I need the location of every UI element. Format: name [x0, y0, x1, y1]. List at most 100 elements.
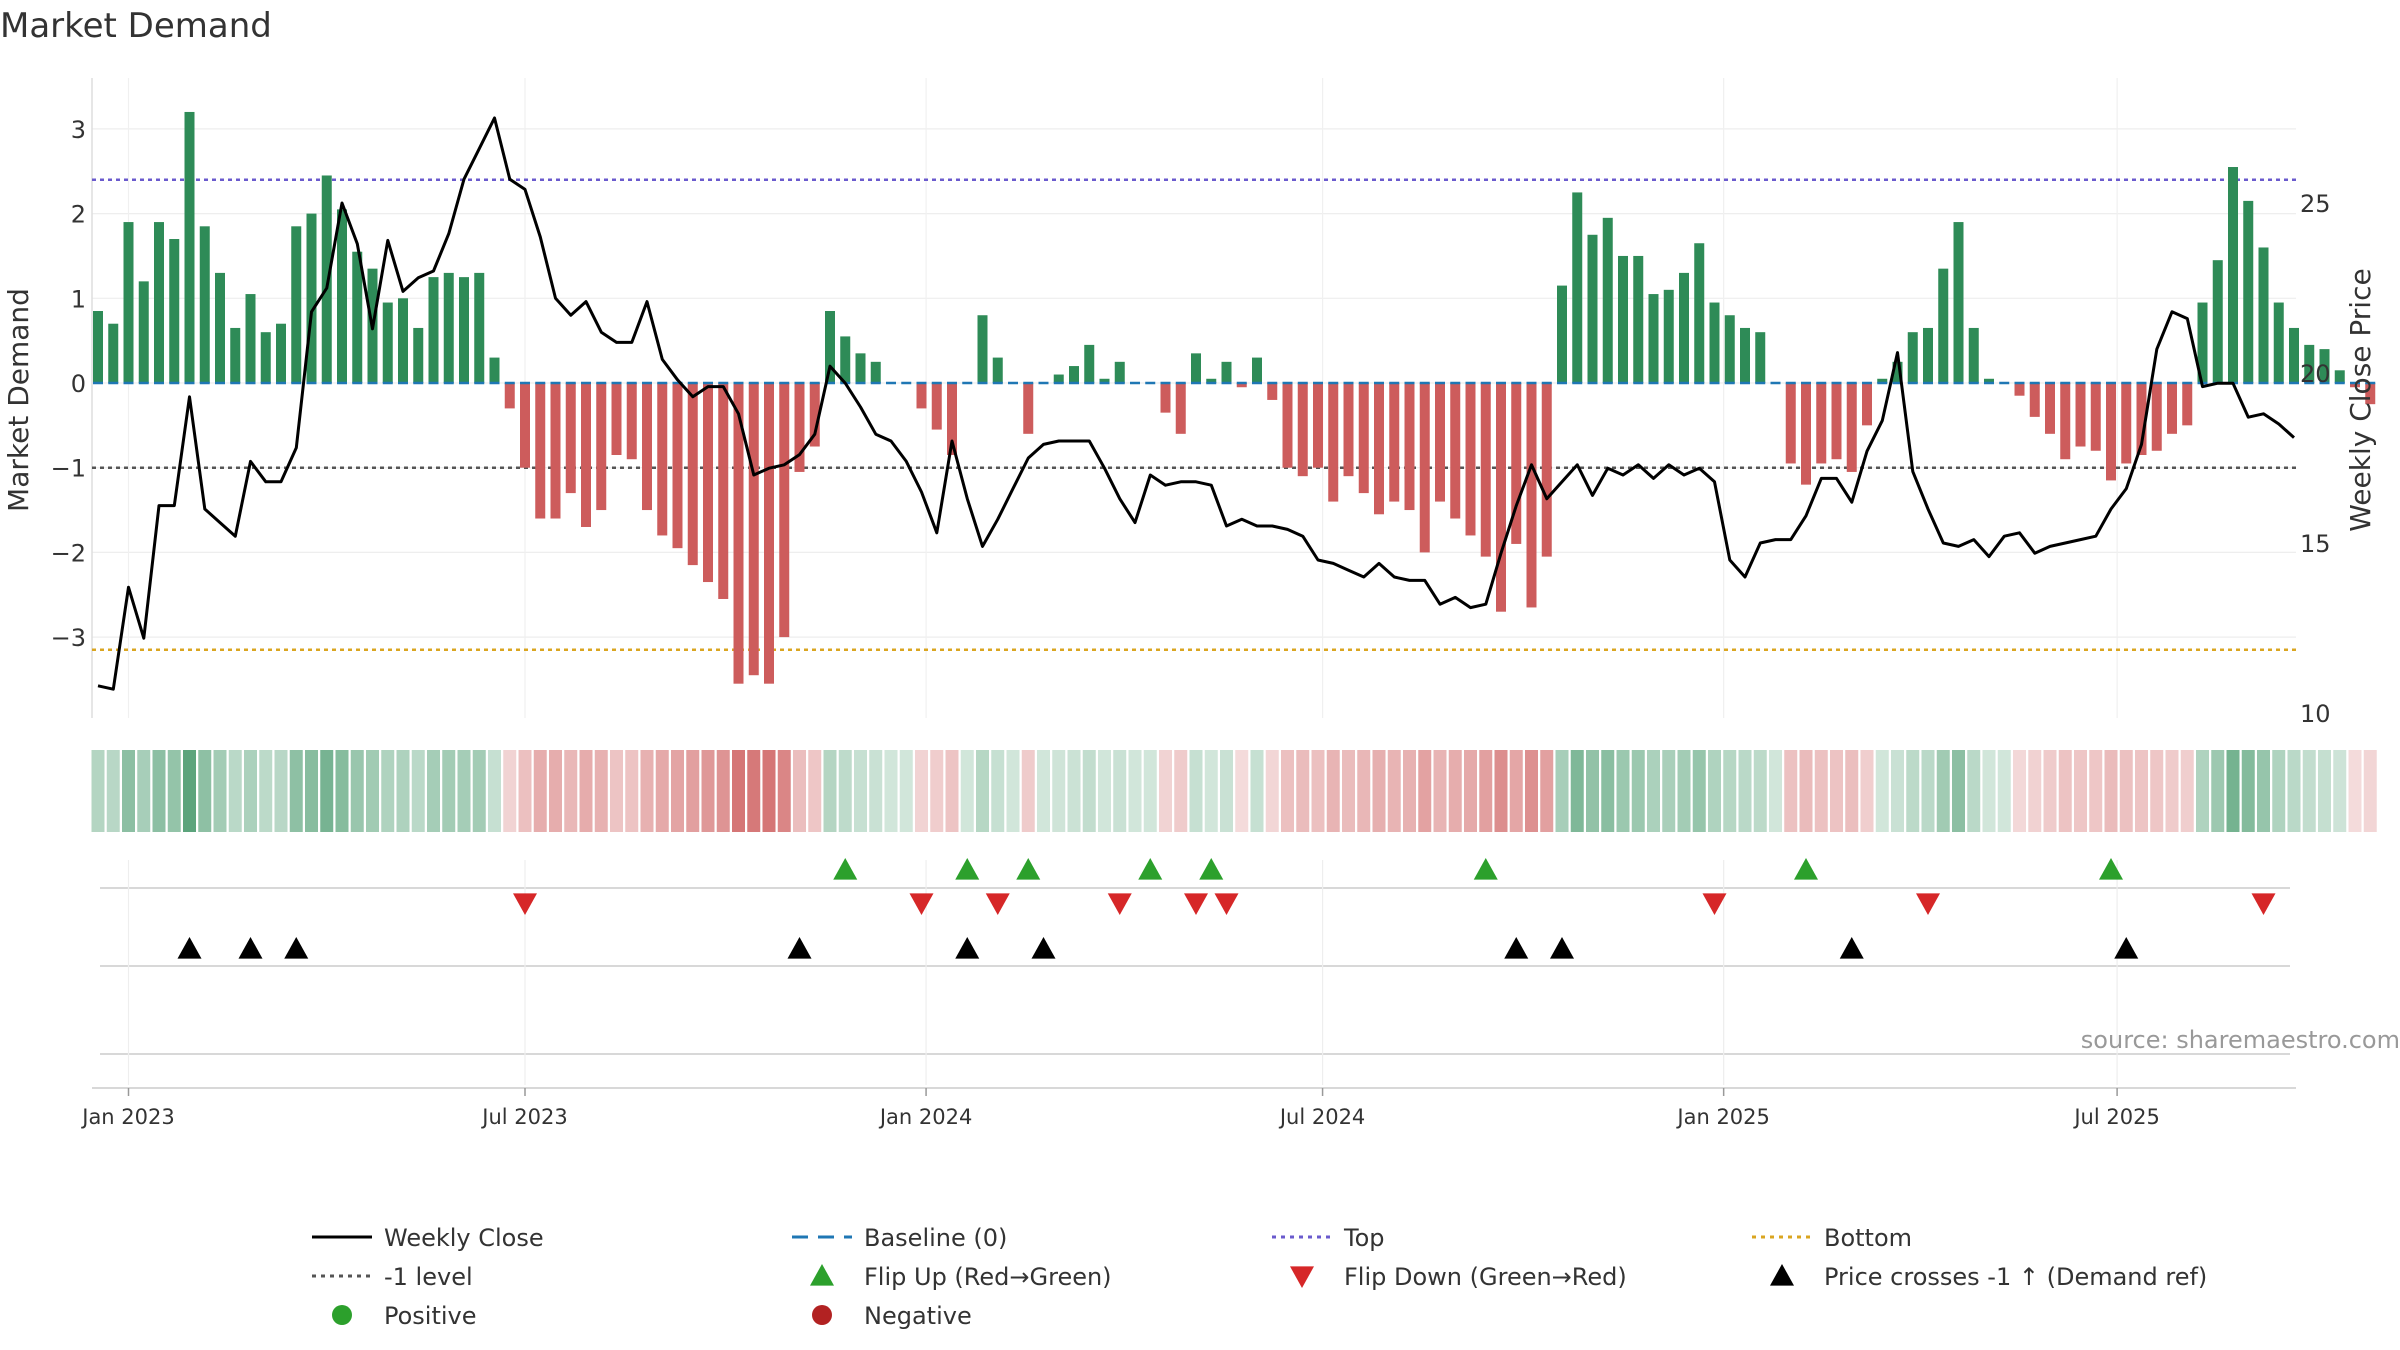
positive-demand-bar: [1114, 361, 1125, 383]
heat-strip-cell: [1784, 750, 1798, 832]
positive-demand-bar: [1099, 378, 1110, 383]
negative-demand-bar: [1282, 383, 1293, 468]
positive-demand-bar: [215, 272, 225, 383]
heat-strip-cell: [1464, 750, 1477, 832]
price-cross-marker: [1839, 937, 1864, 959]
heat-strip-cell: [396, 750, 410, 832]
positive-demand-bar: [1724, 315, 1735, 383]
positive-demand-bar: [428, 277, 439, 383]
positive-demand-bar: [443, 272, 454, 383]
negative-demand-bar: [1343, 383, 1354, 477]
positive-demand-bar: [108, 323, 119, 383]
positive-demand-bar: [1191, 353, 1201, 383]
positive-demand-bar: [1252, 357, 1262, 383]
heat-strip-cell: [2272, 750, 2286, 832]
heat-strip-cell: [915, 750, 928, 832]
heat-strip-cell: [991, 750, 1005, 832]
heat-strip-cell: [503, 750, 517, 832]
flip-down-marker: [909, 893, 934, 915]
positive-demand-bar: [2319, 349, 2330, 383]
negative-demand-bar: [779, 383, 790, 638]
heat-strip-cell: [305, 750, 318, 832]
heat-strip-cell: [732, 750, 745, 832]
heat-strip-cell: [1281, 750, 1294, 832]
heat-strip-cell: [1875, 750, 1889, 832]
negative-demand-bar: [1160, 383, 1171, 413]
positive-demand-bar: [1221, 361, 1232, 383]
negative-demand-bar: [2182, 383, 2193, 426]
heat-strip-cell: [2196, 750, 2209, 832]
heat-strip-cell: [2302, 750, 2316, 832]
legend-label: Bottom: [1824, 1224, 1912, 1252]
negative-demand-bar: [2136, 383, 2147, 455]
heat-strip-cell: [1204, 750, 1218, 832]
price-cross-marker: [177, 937, 202, 959]
heat-strip-cell: [762, 750, 776, 832]
heat-strip-cell: [472, 750, 486, 832]
negative-demand-bar: [733, 383, 744, 684]
heat-strip-cell: [244, 750, 257, 832]
positive-demand-bar: [2243, 200, 2254, 383]
positive-demand-bar: [1953, 222, 1964, 383]
heat-strip-cell: [1601, 750, 1615, 832]
positive-demand-bar: [2304, 344, 2315, 383]
heat-strip-cell: [1860, 750, 1874, 832]
heat-strip-cell: [1952, 750, 1965, 832]
heat-strip-cell: [2150, 750, 2164, 832]
heat-strip-cell: [1525, 750, 1538, 832]
negative-demand-bar: [1419, 383, 1430, 553]
heat-strip-cell: [1021, 750, 1035, 832]
flip-down-marker: [985, 893, 1010, 915]
heat-strip-cell: [1418, 750, 1432, 832]
positive-demand-bar: [184, 111, 195, 384]
heat-strip-cell: [289, 750, 303, 832]
heat-strip-cell: [1296, 750, 1310, 832]
heat-strip-cell: [2135, 750, 2148, 832]
negative-demand-bar: [1358, 383, 1369, 494]
flip-up-marker: [1138, 858, 1163, 880]
legend: Weekly Close Baseline (0) Top Bottom -1 leve…: [312, 1224, 2207, 1330]
heat-strip-cell: [2058, 750, 2072, 832]
positive-demand-bar: [992, 357, 1003, 383]
demand-heat-strip: [91, 750, 2377, 832]
y2-tick-label: 25: [2300, 190, 2331, 218]
positive-demand-bar: [855, 353, 866, 383]
heat-strip-cell: [518, 750, 532, 832]
negative-demand-bar: [2365, 383, 2376, 405]
heat-strip-cell: [2028, 750, 2042, 832]
legend-swatch: [1770, 1264, 1794, 1286]
heat-strip-cell: [1982, 750, 1996, 832]
price-cross-markers: [177, 937, 2139, 959]
heat-strip-cell: [442, 750, 456, 832]
heat-strip-cell: [2104, 750, 2118, 832]
heat-strip-cell: [1098, 750, 1111, 832]
negative-demand-bar: [1801, 383, 1811, 485]
y-tick-label: −3: [51, 624, 86, 652]
positive-demand-bar: [1084, 344, 1095, 383]
negative-demand-bar: [2045, 383, 2055, 434]
legend-swatch: [810, 1264, 834, 1286]
heat-strip-cell: [1891, 750, 1904, 832]
heat-strip-cell: [350, 750, 364, 832]
heat-strip-cell: [1052, 750, 1066, 832]
heat-strip-cell: [2074, 750, 2087, 832]
positive-demand-bar: [1679, 272, 1689, 383]
heat-strip-cell: [1555, 750, 1569, 832]
positive-demand-bar: [1907, 332, 1918, 383]
positive-demand-bar: [2258, 247, 2269, 383]
legend-swatch: [812, 1305, 832, 1325]
price-cross-marker: [1031, 937, 1056, 959]
positive-demand-bar: [306, 213, 317, 383]
heat-strip-cell: [1830, 750, 1843, 832]
heat-strip-cell: [1113, 750, 1127, 832]
flip-up-markers: [833, 858, 2123, 880]
negative-demand-bar: [1846, 383, 1857, 472]
positive-demand-bar: [169, 239, 180, 383]
negative-demand-bar: [520, 383, 530, 468]
negative-demand-bar: [504, 383, 515, 409]
negative-demand-bar: [642, 383, 652, 511]
legend-label: Flip Up (Red→Green): [864, 1263, 1112, 1291]
heat-strip-cell: [198, 750, 212, 832]
price-cross-marker: [2114, 937, 2139, 959]
positive-demand-bar: [1877, 378, 1888, 383]
